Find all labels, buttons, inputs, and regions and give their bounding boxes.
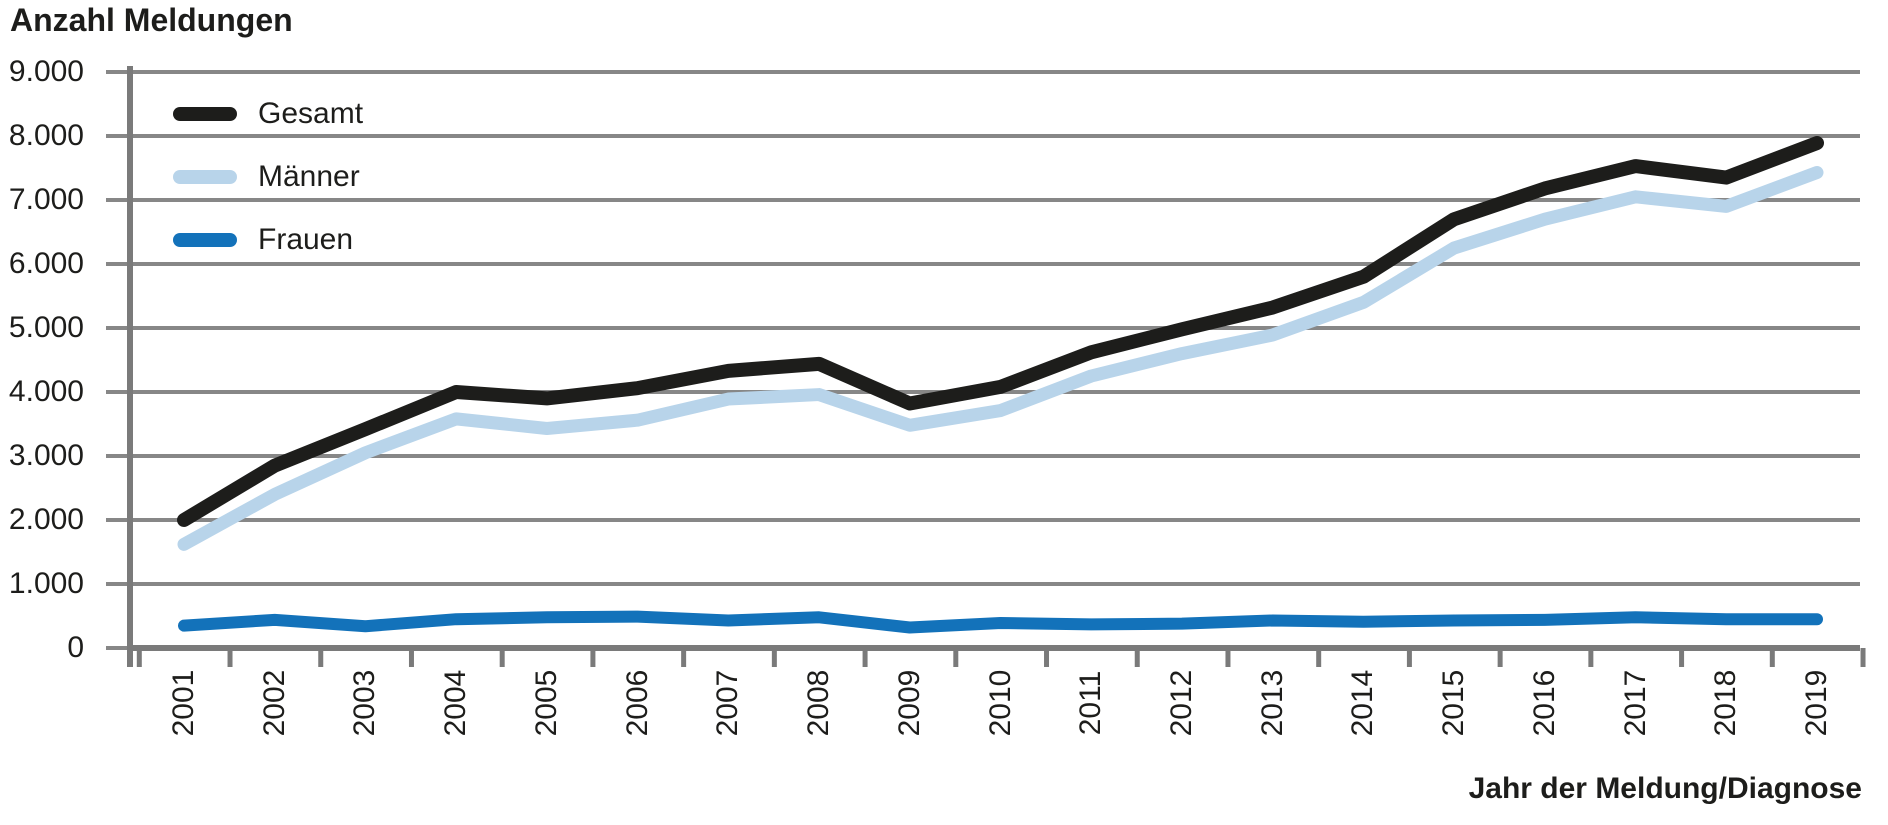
y-axis-tick-label: 4.000 — [8, 375, 84, 408]
x-axis-tick-label: 2017 — [1618, 669, 1652, 737]
x-axis-tick-label: 2011 — [1074, 670, 1108, 736]
legend-label: Männer — [258, 159, 360, 193]
y-axis-tick-label: 1.000 — [8, 567, 84, 600]
x-axis-tick-label: 2015 — [1437, 669, 1471, 737]
y-axis-tick-label: 6.000 — [8, 247, 84, 280]
x-axis-tick-label: 2016 — [1527, 669, 1561, 737]
y-axis-tick-label: 8.000 — [8, 119, 84, 152]
x-axis-tick-label: 2005 — [529, 669, 563, 737]
y-axis-tick-label: 5.000 — [8, 311, 84, 344]
legend: Gesamt Männer Frauen — [173, 82, 363, 271]
legend-item-frauen: Frauen — [173, 208, 363, 271]
x-axis-tick-label: 2002 — [257, 669, 291, 737]
series-line-frauen — [178, 610, 1823, 634]
x-axis-tick-label: 2001 — [167, 669, 200, 737]
maenner-line-swatch-icon — [173, 169, 237, 184]
x-axis-tick-label: 2012 — [1164, 669, 1198, 737]
y-axis-tick-label: 7.000 — [8, 183, 84, 216]
x-axis-title: Jahr der Meldung/Diagnose — [1468, 772, 1862, 805]
legend-item-gesamt: Gesamt — [173, 82, 363, 145]
legend-label: Frauen — [258, 222, 354, 256]
x-axis-tick-label: 2006 — [620, 669, 654, 737]
frauen-line-swatch-icon — [173, 232, 237, 247]
x-axis-tick-label: 2004 — [439, 669, 473, 737]
chart-title: Anzahl Meldungen — [10, 2, 293, 38]
y-axis-tick-label: 0 — [67, 631, 84, 664]
legend-label: Gesamt — [258, 96, 364, 130]
y-axis-tick-label: 3.000 — [8, 439, 84, 472]
x-axis-tick-label: 2014 — [1346, 669, 1380, 737]
series-line-gesamt — [177, 136, 1824, 527]
series-line-manner — [177, 165, 1824, 551]
x-axis-tick-label: 2003 — [348, 669, 382, 737]
y-axis-tick-label: 9.000 — [8, 55, 84, 88]
x-axis-tick-label: 2009 — [892, 669, 926, 737]
x-axis-tick-label: 2013 — [1255, 669, 1289, 737]
gesamt-line-swatch-icon — [173, 106, 237, 121]
x-axis-tick-label: 2018 — [1709, 669, 1743, 737]
x-axis-tick-label: 2010 — [983, 669, 1017, 737]
y-axis-tick-label: 2.000 — [8, 503, 84, 536]
x-axis-tick-label: 2007 — [711, 669, 745, 737]
x-axis-tick-label: 2019 — [1800, 669, 1833, 737]
x-axis-tick-label: 2008 — [802, 669, 836, 737]
legend-item-maenner: Männer — [173, 145, 363, 208]
